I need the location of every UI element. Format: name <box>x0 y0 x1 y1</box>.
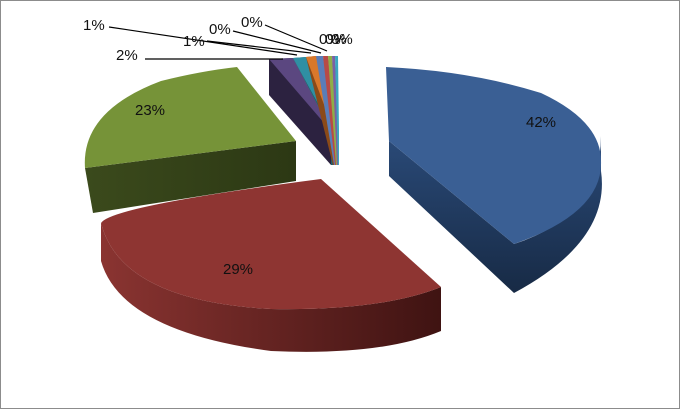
pie-slice-3-top <box>84 67 296 168</box>
pie-slice-8 <box>323 56 336 165</box>
slice-label-10: 0% <box>325 31 347 48</box>
slice-label-4: 2% <box>116 47 138 64</box>
leader-line-1pct-b <box>206 40 312 54</box>
slice-label-1: 42% <box>526 114 556 131</box>
slice-label-7: 0% <box>209 21 231 38</box>
leader-line-0pct-b <box>264 24 328 52</box>
pie-slice-1 <box>386 67 602 293</box>
slice-label-9: 0% <box>319 31 341 48</box>
pie-slice-2 <box>101 179 441 352</box>
slice-label-11: 0% <box>331 31 353 48</box>
pie-slice-2-side <box>101 223 441 352</box>
pie-slice-2-top <box>101 179 441 310</box>
slice-label-5: 1% <box>83 17 105 34</box>
pie-slice-3 <box>84 67 296 213</box>
pie-slice-3-side <box>85 141 296 213</box>
pie-slice-1-side <box>389 136 602 293</box>
pie-slice-11 <box>335 56 339 165</box>
pie-slice-7 <box>316 56 335 165</box>
pie-slice-1-top <box>386 67 602 244</box>
slice-label-8: 0% <box>241 14 263 31</box>
leader-lines <box>108 24 328 60</box>
slice-label-2: 29% <box>223 261 253 278</box>
leader-line-1pct-a <box>108 26 298 56</box>
pie-slice-4 <box>269 58 331 165</box>
leader-line-0pct-a <box>232 30 322 54</box>
slice-label-6: 1% <box>183 33 205 50</box>
slice-label-3: 23% <box>135 102 165 119</box>
pie-slice-10 <box>332 56 338 165</box>
pie-slice-9 <box>328 56 337 165</box>
